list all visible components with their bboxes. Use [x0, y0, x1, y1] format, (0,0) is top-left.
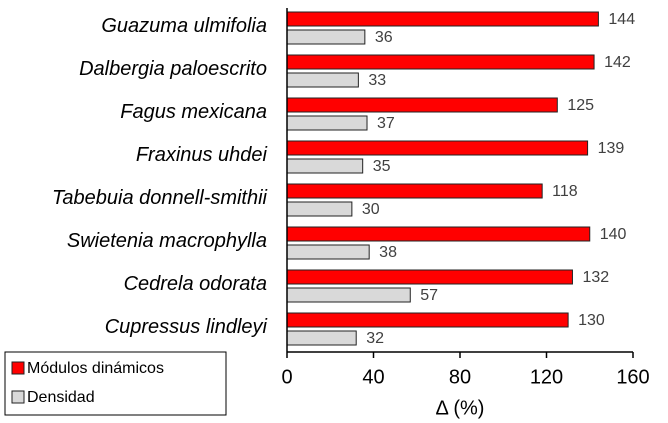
legend-label: Módulos dinámicos — [27, 360, 164, 377]
x-tick-label: 0 — [281, 366, 292, 388]
bar — [286, 244, 370, 260]
bar — [286, 183, 543, 199]
category-label: Cedrela odorata — [124, 273, 267, 295]
bar — [286, 29, 366, 45]
category-label: Cupressus lindleyi — [105, 316, 268, 338]
value-label: 33 — [368, 72, 386, 89]
value-label: 140 — [600, 226, 627, 243]
bar — [286, 158, 364, 174]
bar — [286, 72, 359, 88]
category-label: Guazuma ulmifolia — [101, 15, 267, 37]
bar — [286, 269, 573, 285]
value-label: 32 — [366, 330, 384, 347]
x-tick-label: 160 — [616, 366, 649, 388]
legend-label: Densidad — [27, 389, 95, 406]
value-label: 36 — [375, 29, 393, 46]
value-label: 118 — [552, 183, 578, 200]
x-tick-label: 40 — [362, 366, 384, 388]
bar — [286, 115, 368, 131]
category-label: Dalbergia paloescrito — [79, 58, 267, 80]
legend-swatch — [11, 361, 25, 375]
bar — [286, 226, 591, 242]
value-label: 38 — [379, 244, 397, 261]
value-label: 37 — [377, 115, 395, 132]
value-label: 132 — [582, 269, 609, 286]
x-tick-label: 80 — [449, 366, 471, 388]
bar — [286, 97, 558, 113]
x-tick-label: 120 — [530, 366, 563, 388]
bar — [286, 201, 353, 217]
bar — [286, 11, 599, 27]
category-label: Swietenia macrophylla — [67, 230, 267, 252]
value-label: 142 — [604, 54, 631, 71]
category-label: Fagus mexicana — [120, 101, 267, 123]
value-label: 144 — [608, 11, 635, 28]
bar — [286, 54, 595, 70]
bar — [286, 330, 357, 346]
bar — [286, 287, 411, 303]
bar — [286, 140, 589, 156]
category-label: Tabebuia donnell-smithii — [52, 187, 268, 209]
bar — [286, 312, 569, 328]
value-label: 139 — [598, 140, 625, 157]
value-label: 130 — [578, 312, 605, 329]
legend-swatch — [11, 390, 25, 404]
value-label: 30 — [362, 201, 380, 218]
value-label: 125 — [567, 97, 594, 114]
x-axis-label: Δ (%) — [436, 397, 485, 419]
value-label: 35 — [373, 158, 391, 175]
legend-box — [4, 351, 227, 416]
value-label: 57 — [420, 287, 438, 304]
category-label: Fraxinus uhdei — [136, 144, 268, 166]
